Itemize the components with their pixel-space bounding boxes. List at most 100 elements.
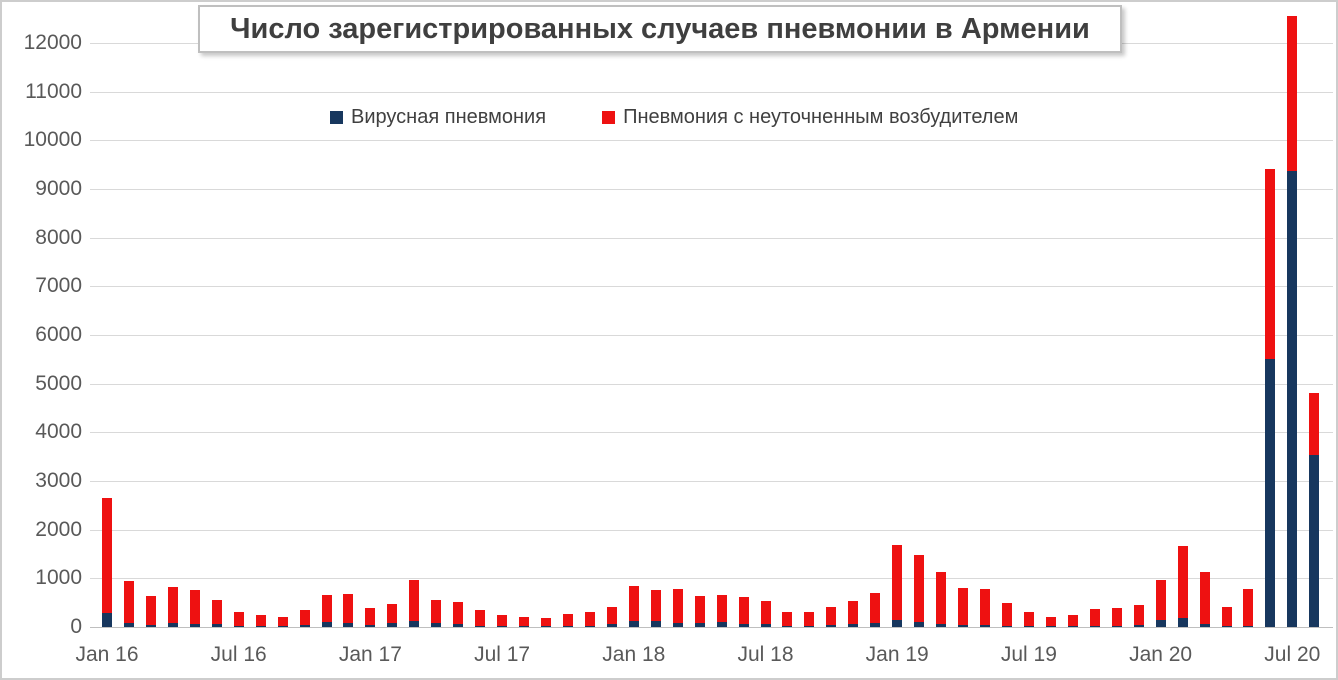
- gridline: [90, 481, 1333, 482]
- bar-viral-feb-19: [914, 622, 925, 627]
- bar-unspecified-jun-17: [475, 610, 486, 626]
- gridline: [90, 237, 1333, 239]
- bar-viral-dec-17: [606, 624, 617, 627]
- bar-unspecified-apr-18: [694, 596, 705, 623]
- bar-unspecified-nov-16: [321, 595, 332, 622]
- bar-unspecified-mar-19: [936, 572, 947, 624]
- bar-viral-jan-17: [365, 625, 376, 627]
- bar-viral-feb-17: [387, 623, 398, 627]
- bar-viral-may-17: [453, 624, 464, 627]
- bar-unspecified-jul-18: [760, 601, 771, 624]
- legend-label-viral: Вирусная пневмония: [351, 106, 547, 128]
- bar-unspecified-aug-18: [782, 612, 793, 626]
- unspecified-pneumonia-swatch-icon: [602, 111, 616, 124]
- bar-unspecified-dec-16: [343, 594, 354, 623]
- bar-unspecified-apr-16: [167, 587, 178, 623]
- bar-unspecified-feb-20: [1177, 546, 1188, 618]
- chart-title: Число зарегистрированных случаев пневмон…: [230, 12, 1090, 45]
- bar-viral-apr-19: [958, 625, 968, 627]
- bar-viral-mar-16: [145, 625, 156, 627]
- bar-unspecified-jan-20: [1155, 580, 1166, 620]
- x-tick-label: Jan 16: [75, 643, 139, 666]
- bar-viral-jun-19: [1001, 626, 1012, 627]
- bar-unspecified-feb-18: [650, 590, 661, 621]
- bar-viral-apr-20: [1221, 626, 1232, 627]
- bar-unspecified-sep-17: [541, 618, 551, 626]
- legend-item-viral: Вирусная пневмония: [330, 106, 546, 129]
- bar-viral-feb-16: [124, 623, 134, 627]
- bar-viral-aug-17: [519, 626, 529, 627]
- gridline: [90, 189, 1333, 190]
- bar-viral-jul-19: [1023, 626, 1034, 627]
- bar-unspecified-mar-18: [672, 589, 683, 623]
- x-tick-label: Jul 19: [1000, 643, 1057, 666]
- y-tick-label: 3000: [35, 469, 82, 492]
- gridline: [90, 432, 1333, 434]
- x-tick-label: Jan 19: [865, 643, 929, 666]
- y-tick-label: 9000: [35, 177, 82, 200]
- legend-item-unspecified: Пневмония с неуточненным возбудителем: [602, 106, 1018, 129]
- bar-unspecified-dec-18: [870, 593, 881, 623]
- bar-unspecified-sep-18: [804, 612, 815, 626]
- bar-unspecified-may-16: [189, 590, 200, 624]
- legend-label-unspecified: Пневмония с неуточненным возбудителем: [623, 106, 1019, 128]
- x-tick-label: Jan 20: [1129, 643, 1193, 666]
- bar-viral-may-18: [716, 622, 727, 627]
- bar-unspecified-feb-16: [124, 581, 134, 623]
- gridline: [90, 335, 1333, 336]
- x-tick-label: Jan 17: [338, 643, 402, 666]
- gridline: [90, 529, 1333, 531]
- bar-unspecified-nov-19: [1111, 608, 1122, 626]
- bar-viral-jul-17: [497, 626, 508, 627]
- bar-viral-mar-20: [1199, 624, 1210, 627]
- bar-viral-jun-17: [475, 626, 486, 627]
- bar-unspecified-oct-16: [299, 610, 310, 625]
- bar-viral-mar-19: [936, 624, 947, 627]
- y-tick-label: 7000: [35, 274, 82, 298]
- x-tick-label: Jul 18: [737, 643, 794, 666]
- bar-viral-mar-18: [672, 623, 683, 627]
- y-tick-label: 5000: [35, 371, 82, 395]
- bar-viral-jul-16: [233, 626, 244, 627]
- y-tick-label: 0: [70, 615, 82, 638]
- bar-viral-jul-18: [760, 624, 771, 627]
- x-tick-label: Jul 20: [1264, 643, 1321, 666]
- bar-viral-jun-16: [211, 624, 222, 627]
- bar-unspecified-aug-19: [1045, 617, 1056, 626]
- bar-unspecified-feb-19: [914, 555, 925, 622]
- y-tick-label: 2000: [35, 517, 82, 541]
- bar-unspecified-mar-17: [409, 580, 420, 621]
- y-tick-label: 10000: [23, 128, 82, 152]
- bar-unspecified-nov-17: [584, 612, 595, 626]
- legend: Вирусная пневмония Пневмония с неуточнен…: [330, 106, 1018, 129]
- bar-viral-oct-16: [299, 625, 310, 627]
- bar-unspecified-jul-20: [1287, 16, 1298, 171]
- bar-viral-aug-16: [255, 626, 266, 627]
- bar-unspecified-aug-16: [255, 615, 266, 626]
- bar-viral-sep-16: [277, 626, 288, 627]
- bar-viral-apr-17: [431, 623, 442, 627]
- bar-viral-oct-18: [826, 625, 837, 627]
- bar-viral-sep-19: [1067, 626, 1078, 627]
- gridline: [90, 578, 1333, 580]
- y-tick-label: 6000: [35, 323, 82, 346]
- bar-unspecified-feb-17: [387, 604, 398, 623]
- bar-viral-nov-16: [321, 622, 332, 627]
- bar-unspecified-jul-19: [1023, 612, 1034, 626]
- bar-viral-jan-18: [628, 621, 639, 627]
- y-tick-label: 4000: [35, 420, 82, 444]
- bar-unspecified-mar-20: [1199, 572, 1210, 624]
- x-tick-label: Jul 17: [474, 643, 531, 666]
- bar-unspecified-mar-16: [145, 596, 156, 625]
- bar-unspecified-may-20: [1243, 589, 1254, 626]
- bar-unspecified-may-18: [716, 595, 727, 622]
- bar-unspecified-oct-18: [826, 607, 837, 625]
- bar-unspecified-dec-19: [1133, 605, 1144, 625]
- bar-viral-aug-20: [1309, 455, 1320, 627]
- bar-viral-may-19: [980, 625, 990, 627]
- bar-unspecified-jul-17: [497, 615, 508, 626]
- bar-viral-nov-18: [848, 624, 859, 627]
- bar-viral-aug-18: [782, 626, 793, 627]
- bar-unspecified-jun-19: [1001, 603, 1012, 626]
